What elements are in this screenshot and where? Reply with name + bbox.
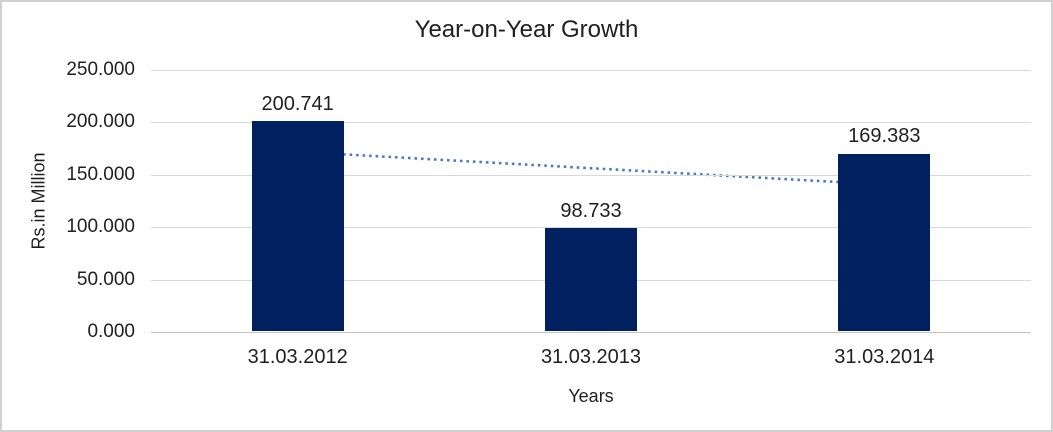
y-tick-label: 100.000 (66, 216, 135, 238)
bar-31.03.2013 (545, 227, 637, 331)
gridline (151, 122, 1031, 124)
bar-value-label: 200.741 (261, 92, 334, 115)
x-axis-title: Years (568, 386, 614, 406)
bar-value-label: 98.733 (560, 199, 622, 222)
chart-title: Year-on-Year Growth (414, 16, 639, 43)
x-axis-line (151, 332, 1031, 333)
bar-31.03.2012 (251, 120, 344, 331)
x-tick-label: 31.03.2014 (834, 346, 935, 368)
bar-31.03.2014 (838, 153, 931, 331)
plot-area (151, 70, 1031, 333)
y-tick-label: 0.000 (87, 321, 135, 342)
y-tick-label: 50.000 (76, 268, 135, 290)
y-tick-label: 200.000 (66, 111, 135, 133)
bar-value-label: 169.383 (848, 125, 921, 148)
x-tick-label: 31.03.2012 (247, 346, 348, 368)
trendline (297, 150, 885, 186)
gridline (151, 174, 1031, 176)
x-tick-label: 31.03.2013 (540, 346, 642, 368)
y-tick-label: 150.000 (66, 163, 135, 185)
y-tick-label: 250.000 (66, 59, 135, 80)
gridline (151, 70, 1031, 71)
